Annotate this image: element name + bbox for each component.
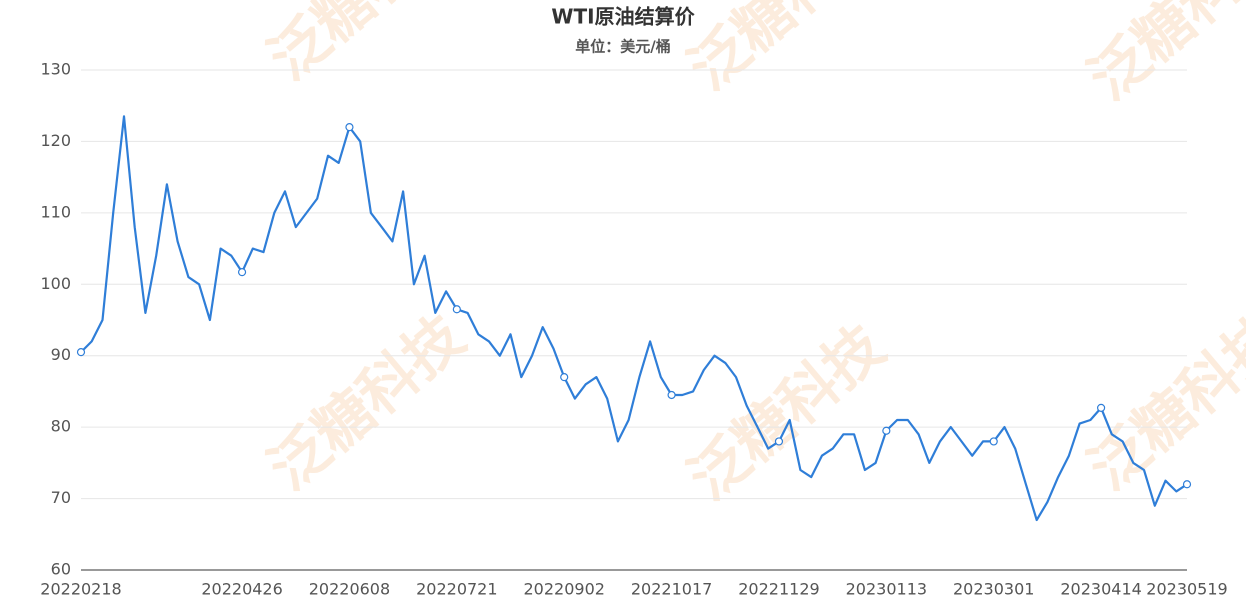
point-marker [237,268,247,277]
chart-title: WTI原油结算价 [551,5,695,29]
x-tick-label: 20220608 [309,580,390,599]
watermark: 泛糖科技 [676,312,897,513]
x-tick-label: 20220721 [416,580,497,599]
x-tick-label: 20230414 [1060,580,1141,599]
point-marker [774,437,784,446]
y-tick-label: 130 [40,60,71,79]
x-tick-label: 20230301 [953,580,1034,599]
chart-subtitle: 单位：美元/桶 [575,38,670,56]
y-tick-label: 100 [40,274,71,293]
series-line [80,115,1188,522]
y-tick-label: 110 [40,202,71,221]
y-tick-label: 80 [51,417,71,436]
watermark: 泛糖科技 [1076,302,1246,503]
y-tick-label: 90 [51,345,71,364]
watermark: 泛糖科技 [1076,0,1246,113]
point-marker [345,123,354,132]
x-tick-label: 20220426 [201,580,282,599]
watermark: 泛糖科技 [256,302,477,503]
point-marker [76,348,86,357]
point-marker [452,305,461,314]
y-tick-label: 120 [40,131,71,150]
watermark: 泛糖科技 [256,0,477,93]
x-tick-label: 20220218 [40,580,121,599]
watermarks: 泛糖科技 泛糖科技 泛糖科技 泛糖科技 泛糖科技 泛糖科技 [256,0,1246,513]
point-marker [989,437,998,446]
point-marker [882,426,891,435]
y-tick-label: 70 [51,488,71,507]
point-marker [1096,403,1106,412]
watermark: 泛糖科技 [676,0,897,103]
x-tick-label: 20230113 [846,580,927,599]
x-tick-label: 20220902 [523,580,604,599]
x-tick-label: 20221129 [738,580,819,599]
point-marker [1182,480,1192,489]
x-tick-label: 20230519 [1146,580,1227,599]
y-tick-label: 60 [51,560,71,579]
point-marker [560,373,569,382]
point-marker [667,390,676,400]
x-tick-label: 20221017 [631,580,712,599]
